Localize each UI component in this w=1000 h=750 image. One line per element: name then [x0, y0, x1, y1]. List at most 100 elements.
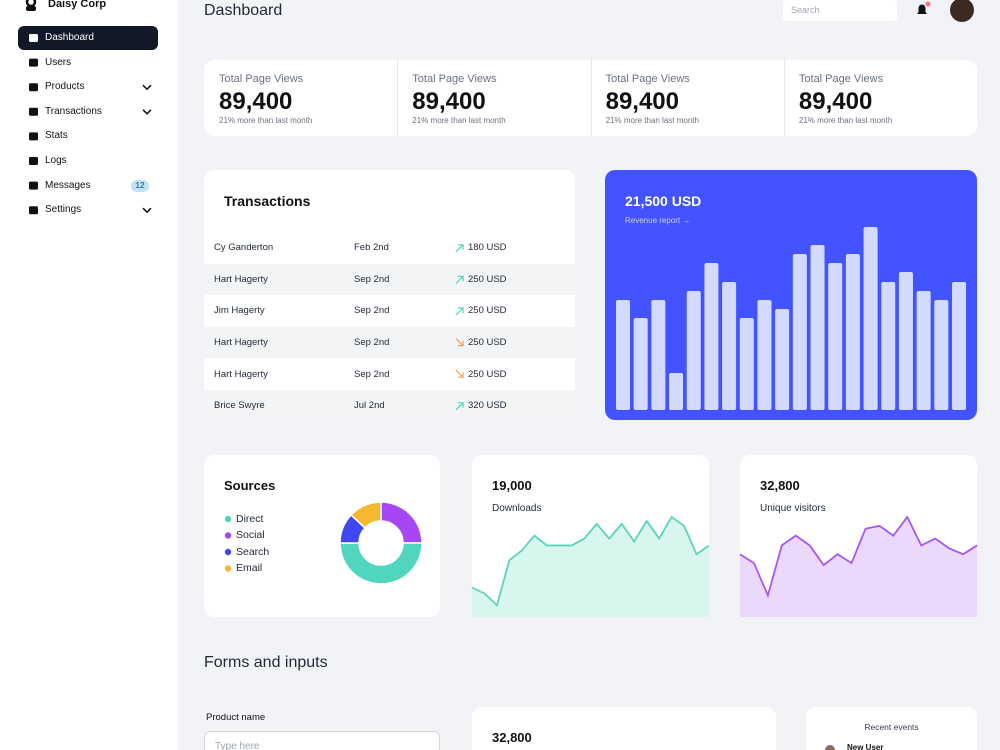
bar	[686, 291, 701, 410]
stat-value: 89,400	[412, 87, 486, 115]
page-title: Dashboard	[204, 2, 283, 20]
events-card	[806, 707, 977, 750]
row-bg	[204, 326, 575, 359]
legend-dot	[224, 548, 232, 556]
brand-name: Daisy Corp	[48, 0, 107, 11]
trend-arrow	[455, 244, 464, 253]
card-value: 32,800	[492, 730, 532, 746]
bar	[934, 300, 949, 410]
revenue-title: 21,500 USD	[625, 192, 702, 209]
events-title: Recent events	[864, 722, 919, 732]
trend-arrow	[455, 402, 464, 411]
event-label: New User	[847, 743, 884, 750]
bar	[828, 263, 843, 410]
cell-amount: 320 USD	[468, 400, 507, 412]
bar	[898, 272, 913, 410]
input-label: Product name	[206, 712, 266, 724]
bar	[651, 300, 666, 410]
sparkline	[471, 515, 710, 607]
bar	[616, 300, 630, 410]
cell-amount: 250 USD	[468, 273, 507, 285]
legend-dot	[224, 565, 232, 572]
nav-label: Transactions	[45, 105, 102, 117]
nav-icon	[29, 181, 38, 190]
row-bg	[204, 390, 575, 422]
bar	[704, 263, 719, 410]
cell-name: Brice Swyre	[214, 400, 265, 412]
legend-label: Direct	[236, 512, 264, 525]
brand-logo	[25, 0, 37, 8]
nav-label: Users	[45, 56, 72, 68]
cell-amount: 250 USD	[468, 305, 507, 317]
nav-label: Products	[45, 81, 85, 93]
chevron	[142, 207, 152, 214]
donut-segment	[380, 501, 423, 544]
card-label: Downloads	[492, 503, 542, 514]
stat-card	[472, 707, 776, 750]
legend-dot	[224, 515, 232, 523]
text-input[interactable]: Type here	[204, 731, 440, 750]
card-value: 19,000	[492, 478, 532, 494]
bar	[775, 309, 790, 410]
bar	[669, 373, 684, 410]
bar	[722, 282, 737, 410]
cell-date: Sep 2nd	[354, 273, 390, 285]
cell-date: Sep 2nd	[354, 368, 390, 380]
nav-label: Dashboard	[45, 32, 94, 43]
nav-icon	[29, 132, 38, 141]
legend-label: Email	[236, 562, 263, 575]
stat-label: Total Page Views	[605, 73, 690, 86]
cell-date: Jul 2nd	[354, 400, 385, 412]
trend-arrow	[455, 275, 464, 284]
bar	[845, 254, 860, 410]
search-box[interactable]: Search	[783, 0, 897, 21]
trend-arrow	[455, 369, 464, 378]
card-value: 32,800	[760, 478, 800, 494]
stat-label: Total Page Views	[219, 73, 304, 86]
cell-amount: 250 USD	[468, 336, 507, 348]
section-title: Forms and inputs	[204, 654, 328, 672]
bar	[810, 245, 825, 410]
nav-icon	[29, 157, 38, 165]
nav-label: Settings	[45, 204, 82, 216]
legend-label: Social	[236, 529, 265, 542]
stat-note: 21% more than last month	[798, 116, 893, 126]
nav-icon	[29, 83, 38, 92]
legend-dot	[224, 532, 232, 539]
row-bg	[204, 263, 575, 296]
stat-value: 89,400	[798, 87, 873, 115]
card-title: Sources	[224, 478, 276, 494]
cell-name: Hart Hagerty	[214, 273, 268, 285]
nav-icon	[29, 34, 38, 42]
cell-date: Feb 2nd	[354, 242, 389, 254]
bar	[633, 318, 648, 410]
bar	[863, 227, 878, 410]
stats-card	[204, 60, 977, 136]
stat-label: Total Page Views	[798, 73, 884, 86]
cell-date: Sep 2nd	[354, 336, 390, 348]
event-avatar	[825, 745, 835, 750]
trend-arrow	[455, 307, 464, 316]
stat-note: 21% more than last month	[219, 116, 313, 126]
bar	[916, 291, 931, 410]
active-item-bg[interactable]	[18, 26, 158, 50]
cell-amount: 250 USD	[468, 368, 507, 380]
divider	[590, 60, 592, 136]
nav-icon	[29, 58, 38, 67]
cell-name: Hart Hagerty	[214, 336, 268, 348]
trend-arrow	[455, 338, 464, 347]
revenue-card	[605, 170, 977, 420]
nav-icon	[29, 206, 38, 215]
legend-label: Search	[236, 545, 270, 558]
bar	[952, 282, 966, 410]
nav-label: Messages	[45, 179, 91, 191]
donut-segment	[350, 501, 382, 529]
stat-note: 21% more than last month	[412, 116, 506, 126]
cell-date: Sep 2nd	[354, 305, 390, 317]
stat-note: 21% more than last month	[605, 116, 699, 126]
divider	[397, 60, 399, 136]
sparkline-area	[740, 517, 977, 617]
revenue-link: Revenue report →	[625, 216, 691, 226]
